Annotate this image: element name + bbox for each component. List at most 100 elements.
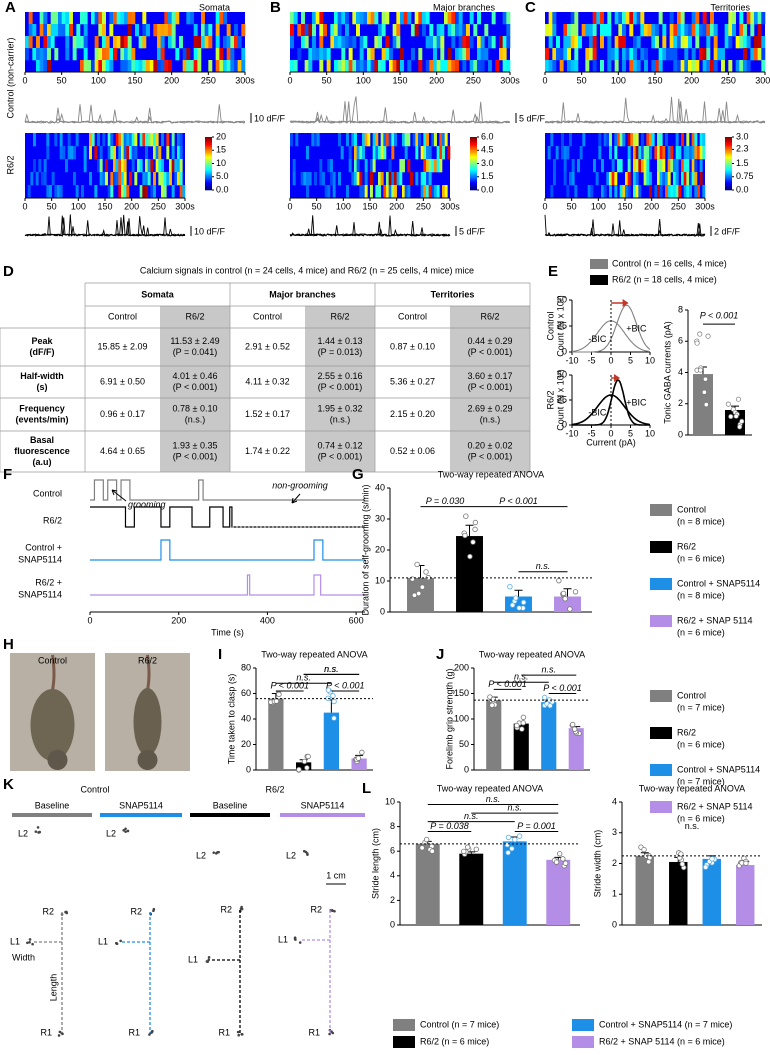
heatmap-cell xyxy=(603,185,607,199)
colorbar-label: 15 xyxy=(216,145,226,155)
heatmap-cell xyxy=(123,146,127,160)
heatmap-cell xyxy=(488,60,492,73)
error-bar xyxy=(514,589,523,597)
heatmap-cell xyxy=(757,24,762,37)
heatmap-cell xyxy=(326,48,331,61)
y-tick-label: 8 xyxy=(390,821,395,831)
heatmap-cell xyxy=(458,48,463,61)
trace xyxy=(24,104,246,124)
heatmap-cell xyxy=(293,12,298,25)
heatmap-cell xyxy=(179,133,183,147)
colorbar-cell xyxy=(470,140,477,143)
heatmap-cell xyxy=(426,146,429,160)
panel-label: C xyxy=(525,0,536,16)
heatmap-cell xyxy=(600,24,604,37)
x-tick-label: 50 xyxy=(567,201,577,211)
data-point xyxy=(562,596,568,602)
heatmap-cell xyxy=(688,36,692,49)
table-subheader: Control xyxy=(398,311,427,321)
heatmap-cell xyxy=(627,146,631,160)
heatmap-cell xyxy=(161,159,164,173)
behaviour-trace xyxy=(90,574,365,596)
y-tick-label: 10 xyxy=(375,575,385,585)
y-axis-label: Forelimb grip strength (g) xyxy=(444,668,454,769)
data-point xyxy=(560,856,566,862)
heatmap-cell xyxy=(732,24,736,37)
heatmap-cell xyxy=(234,24,238,37)
legend-label: (n = 6 mice) xyxy=(677,553,725,563)
colorbar-cell xyxy=(470,139,477,142)
heatmap-cell xyxy=(678,185,682,199)
heatmap-cell xyxy=(142,12,147,25)
heatmap-cell xyxy=(609,133,612,147)
heatmap-cell xyxy=(728,24,733,37)
heatmap-cell xyxy=(241,60,246,73)
heatmap-cell xyxy=(669,48,674,61)
heatmap-cell xyxy=(157,48,161,61)
heatmap-cell xyxy=(643,146,647,160)
heatmap-cell xyxy=(418,60,423,73)
heatmap-cell xyxy=(669,36,674,49)
row-label: Control xyxy=(33,488,62,498)
data-point xyxy=(490,696,497,703)
heatmap-cell xyxy=(115,159,119,173)
heatmap-cell xyxy=(94,12,99,25)
heatmap-cell xyxy=(161,133,164,147)
heatmap-cell xyxy=(186,48,191,61)
heatmap-cell xyxy=(659,185,663,199)
heatmap-cell xyxy=(201,36,205,49)
heatmap-cell xyxy=(306,185,309,199)
heatmap-cell xyxy=(171,12,176,25)
heatmap-cell xyxy=(89,146,92,160)
heatmap-cell xyxy=(611,172,615,186)
heatmap-cell xyxy=(754,48,758,61)
heatmap-cell xyxy=(455,24,459,37)
heatmap-cell xyxy=(388,159,392,173)
heatmap-cell xyxy=(41,172,44,186)
heatmap-cell xyxy=(241,24,246,37)
colorbar-cell xyxy=(205,186,212,188)
heatmap-cell xyxy=(681,159,684,173)
heatmap-cell xyxy=(420,172,424,186)
heatmap-cell xyxy=(622,24,626,37)
trace xyxy=(289,215,451,237)
heatmap-cell xyxy=(127,48,132,61)
heatmap-cell xyxy=(728,12,733,25)
legend-label: Control + SNAP5114 xyxy=(677,764,760,774)
heatmap-cell xyxy=(545,48,549,61)
heatmap-cell xyxy=(120,48,125,61)
heatmap-cell xyxy=(391,172,395,186)
heatmap-cell xyxy=(113,146,116,160)
heatmap-cell xyxy=(105,172,108,186)
heatmap-cell xyxy=(506,36,511,49)
heatmap-cell xyxy=(234,36,238,49)
heatmap-cell xyxy=(654,146,658,160)
colorbar-cell xyxy=(470,163,477,166)
heatmap-cell xyxy=(39,12,44,25)
heatmap-cell xyxy=(581,24,586,37)
row-header: (s) xyxy=(37,382,48,392)
colorbar-cell xyxy=(470,160,477,163)
colorbar-cell xyxy=(205,176,212,179)
legend-swatch xyxy=(590,259,608,269)
row-label: R6/2 xyxy=(5,155,15,174)
trace xyxy=(289,101,511,124)
heatmap-cell xyxy=(67,133,71,147)
heatmap-cell xyxy=(182,185,186,199)
panel-label: G xyxy=(352,466,364,483)
heatmap-cell xyxy=(757,36,762,49)
x-tick-label: 300s xyxy=(440,201,460,211)
heatmap-cell xyxy=(458,12,463,25)
panel-label: A xyxy=(5,0,16,16)
condition-bar xyxy=(12,813,92,817)
heatmap-cell xyxy=(215,48,220,61)
heatmap-cell xyxy=(673,159,676,173)
heatmap-cell xyxy=(571,172,575,186)
colorbar-cell xyxy=(470,176,477,179)
heatmap-cell xyxy=(193,36,198,49)
x-tick-label: 100 xyxy=(591,201,606,211)
heatmap-cell xyxy=(425,36,430,49)
paw-print xyxy=(328,1032,331,1036)
heatmap-cell xyxy=(699,159,703,173)
heatmap-cell xyxy=(356,60,360,73)
